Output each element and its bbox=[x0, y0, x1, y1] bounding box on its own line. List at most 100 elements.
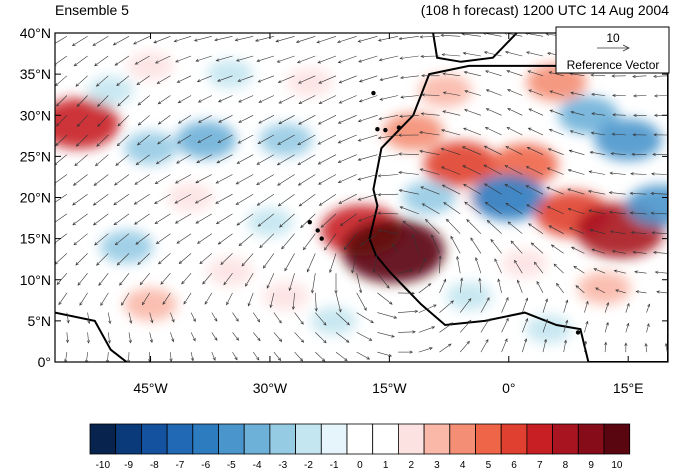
wind-vector-head bbox=[504, 338, 508, 342]
wind-vector-head bbox=[318, 80, 322, 84]
wind-vector bbox=[439, 300, 454, 313]
wind-vector bbox=[439, 322, 453, 333]
wind-vector-head bbox=[235, 201, 240, 205]
anomaly-patch bbox=[246, 207, 293, 237]
anomaly-patch bbox=[123, 287, 178, 322]
wind-vector bbox=[297, 134, 316, 145]
wind-vector-head bbox=[420, 186, 424, 190]
wind-vector-head bbox=[588, 209, 592, 213]
wind-vector-head bbox=[137, 122, 142, 126]
reference-vector-box: 10 Reference Vector bbox=[555, 26, 670, 74]
wind-vector-head bbox=[223, 281, 227, 286]
wind-vector bbox=[418, 283, 431, 294]
wind-vector-head bbox=[398, 152, 402, 156]
wind-vector-head bbox=[154, 60, 159, 64]
wind-vector-head bbox=[226, 301, 230, 306]
wind-vector bbox=[569, 227, 585, 234]
wind-vector bbox=[504, 183, 523, 195]
anomaly-patch bbox=[87, 76, 134, 105]
wind-vector-head bbox=[421, 93, 425, 97]
wind-vector bbox=[315, 312, 327, 326]
wind-vector bbox=[55, 75, 68, 87]
colorbar-swatch bbox=[269, 423, 296, 455]
wind-vector bbox=[440, 34, 461, 37]
wind-vector-head bbox=[194, 200, 199, 204]
wind-vector-head bbox=[277, 182, 281, 186]
wind-vector-head bbox=[443, 278, 447, 283]
anomaly-patch bbox=[577, 271, 631, 305]
wind-vector bbox=[464, 201, 482, 215]
colorbar-label: 1 bbox=[383, 460, 389, 471]
wind-vector-head bbox=[137, 102, 142, 106]
wind-vector bbox=[96, 253, 109, 266]
wind-vector bbox=[501, 318, 509, 333]
wind-vector bbox=[443, 202, 461, 215]
wind-vector-head bbox=[425, 218, 429, 223]
wind-vector bbox=[95, 154, 109, 167]
wind-vector-head bbox=[507, 89, 511, 93]
wind-vector-head bbox=[247, 302, 251, 307]
wind-vector-head bbox=[505, 296, 509, 301]
wind-vector bbox=[526, 51, 544, 57]
wind-vector bbox=[340, 213, 357, 226]
wind-vector bbox=[604, 322, 609, 333]
wind-vector bbox=[55, 253, 68, 265]
wind-vector bbox=[154, 193, 171, 204]
wind-vector-head bbox=[215, 58, 220, 62]
wind-vector-head bbox=[377, 38, 382, 42]
wind-vector bbox=[175, 174, 192, 184]
wind-vector bbox=[442, 73, 461, 77]
wind-vector bbox=[137, 95, 150, 106]
wind-vector-head bbox=[245, 283, 249, 287]
wind-vector-head bbox=[590, 131, 595, 135]
island bbox=[383, 127, 388, 133]
wind-vector bbox=[631, 153, 647, 155]
anomaly-patch bbox=[207, 59, 254, 89]
wind-vector bbox=[505, 146, 523, 155]
anomaly-patch bbox=[418, 73, 472, 108]
wind-vector bbox=[398, 269, 413, 274]
wind-vector bbox=[359, 95, 378, 102]
wind-vector-head bbox=[483, 145, 488, 149]
wind-vector bbox=[498, 278, 502, 293]
wind-vector-head bbox=[317, 161, 322, 165]
wind-vector-head bbox=[256, 356, 260, 361]
wind-vector bbox=[298, 115, 316, 125]
wind-vector bbox=[487, 220, 502, 234]
wind-vector-head bbox=[377, 211, 382, 215]
wind-vector-head bbox=[399, 206, 404, 210]
wind-vector bbox=[528, 223, 544, 234]
wind-vector-head bbox=[359, 289, 363, 294]
wind-vector-head bbox=[565, 319, 569, 324]
wind-vector bbox=[439, 255, 441, 274]
wind-vector bbox=[470, 237, 482, 254]
wind-vector bbox=[335, 312, 350, 326]
wind-vector bbox=[549, 109, 564, 116]
wind-vector-head bbox=[427, 283, 432, 287]
colorbar-label: -8 bbox=[150, 460, 159, 471]
wind-vector-head bbox=[650, 172, 655, 176]
wind-vector-head bbox=[133, 41, 137, 45]
wind-vector bbox=[134, 193, 150, 205]
wind-vector-head bbox=[399, 114, 403, 118]
wind-vector bbox=[235, 36, 254, 41]
wind-vector-head bbox=[258, 100, 262, 103]
colorbar-swatch bbox=[243, 423, 271, 455]
anomaly-patch bbox=[594, 118, 662, 161]
wind-vector bbox=[197, 233, 212, 244]
wind-vector bbox=[505, 51, 523, 57]
wind-vector-head bbox=[412, 234, 416, 238]
wind-vector bbox=[298, 174, 316, 186]
wind-vector bbox=[418, 326, 435, 333]
wind-vector bbox=[238, 95, 254, 103]
wind-vector-head bbox=[255, 38, 259, 42]
colorbar-label: -2 bbox=[304, 460, 313, 471]
wind-vector bbox=[377, 292, 393, 305]
wind-vector bbox=[422, 203, 440, 215]
wind-vector-head bbox=[464, 90, 468, 94]
wind-vector-head bbox=[115, 162, 119, 166]
wind-vector bbox=[75, 75, 88, 87]
wind-vector bbox=[135, 55, 150, 65]
wind-vector bbox=[399, 206, 419, 215]
wind-vector bbox=[77, 115, 88, 127]
